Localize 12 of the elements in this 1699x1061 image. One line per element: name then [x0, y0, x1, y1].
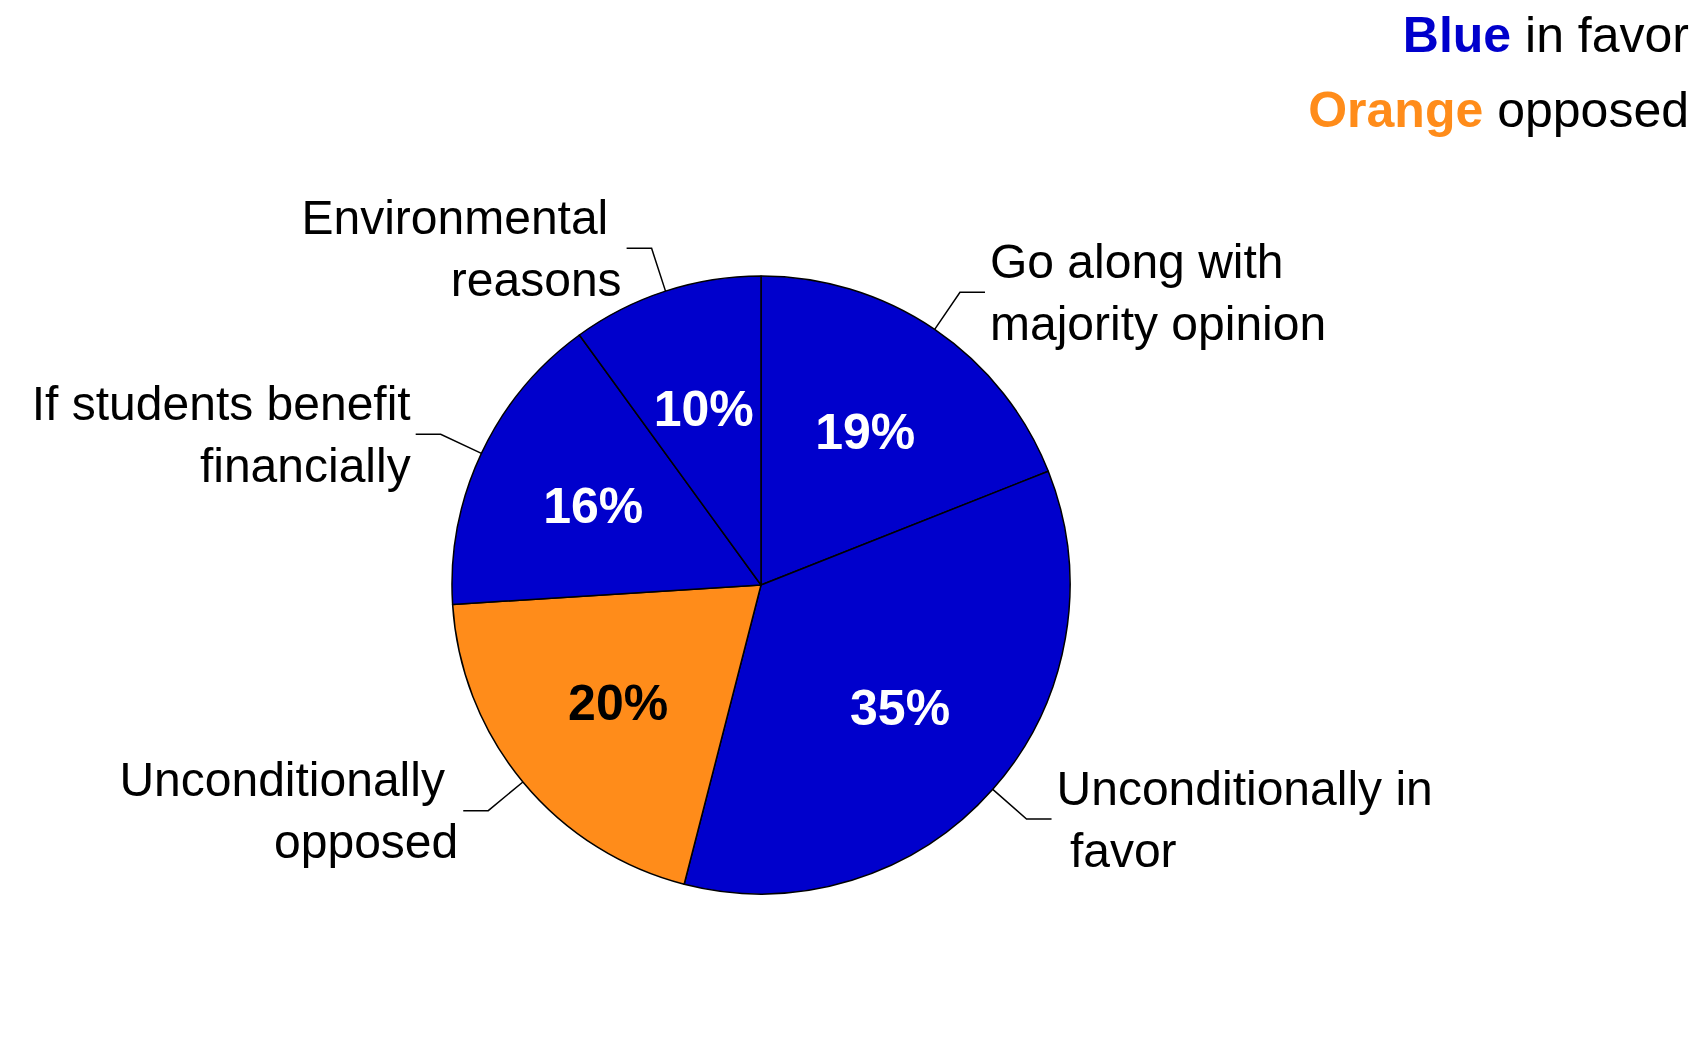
- slice-label: Unconditionally in favor: [1056, 761, 1433, 877]
- data-label: 16%: [543, 478, 644, 535]
- text: Orange opposed: [1308, 82, 1690, 138]
- data-label: 10%: [653, 380, 754, 437]
- data-label: 35%: [850, 679, 951, 736]
- text: Blue in favor: [1402, 7, 1689, 63]
- data-label: 20%: [568, 675, 669, 732]
- slice-label: Go along with majority opinion: [989, 234, 1327, 350]
- slice-label: Unconditionally opposed: [119, 753, 459, 869]
- slice-label: If students benefit financially: [31, 376, 411, 492]
- slice-label: Environmental reasons: [301, 190, 622, 306]
- data-label: 19%: [815, 403, 916, 460]
